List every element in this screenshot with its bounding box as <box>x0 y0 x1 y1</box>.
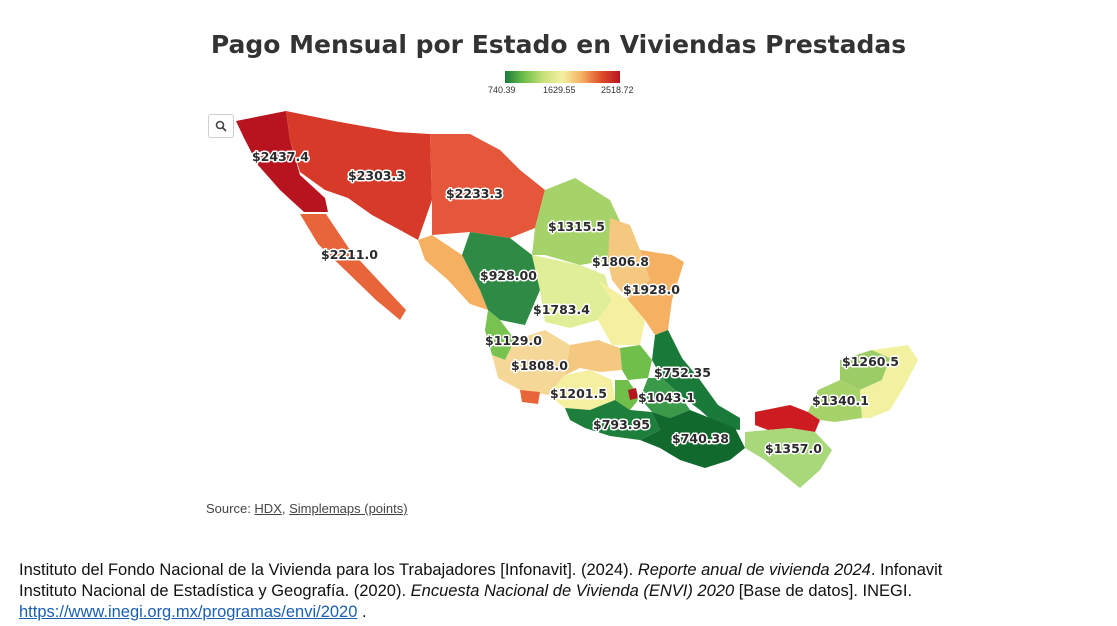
region-label-durango: $928.00 <box>480 268 537 283</box>
region-label-nayarit: $1129.0 <box>485 333 542 348</box>
region-guerrero[interactable] <box>565 400 660 440</box>
region-coahuila[interactable] <box>532 178 625 265</box>
region-label-baja-california-sur: $2211.0 <box>321 247 378 262</box>
region-label-yucatan: $1260.5 <box>842 354 899 369</box>
region-baja-california[interactable] <box>236 111 328 212</box>
region-label-nuevo-leon: $1806.8 <box>592 254 649 269</box>
region-label-campeche: $1340.1 <box>812 393 869 408</box>
region-oaxaca[interactable] <box>640 410 745 468</box>
choropleth-map: $2437.4 $2303.3 $2233.3 $2211.0 $1315.5 … <box>236 111 918 488</box>
region-label-chiapas: $1357.0 <box>765 441 822 456</box>
legend-max-label: 2518.72 <box>601 85 634 95</box>
citation-1-text: Instituto del Fondo Nacional de la Vivie… <box>19 561 638 579</box>
region-label-veracruz: $752.35 <box>654 365 711 380</box>
citation-1-publisher: . Infonavit <box>870 561 943 579</box>
citation-url-suffix: . <box>357 603 367 621</box>
region-label-jalisco: $1808.0 <box>511 358 568 373</box>
source-link-hdx[interactable]: HDX <box>254 501 282 516</box>
region-label-coahuila: $1315.5 <box>548 219 605 234</box>
region-michoacan[interactable] <box>548 370 615 410</box>
legend-mid-label: 1629.55 <box>543 85 576 95</box>
source-note: Source: HDX, Simplemaps (points) <box>206 501 408 516</box>
legend-color-bar <box>505 71 620 83</box>
region-baja-california-sur[interactable] <box>300 214 406 320</box>
citation-2-text: Instituto Nacional de Estadística y Geog… <box>19 582 411 600</box>
citation-1-title: Reporte anual de vivienda 2024 <box>637 561 871 579</box>
region-quintana-roo[interactable] <box>860 345 918 418</box>
region-jalisco[interactable] <box>492 330 570 395</box>
region-nayarit[interactable] <box>485 310 515 360</box>
citation-url-link[interactable]: https://www.inegi.org.mx/programas/envi/… <box>19 603 358 621</box>
region-label-oaxaca: $740.38 <box>672 431 729 446</box>
region-veracruz[interactable] <box>652 330 740 430</box>
region-hidalgo[interactable] <box>620 345 652 380</box>
citation-line-3: https://www.inegi.org.mx/programas/envi/… <box>19 602 1099 623</box>
citation-line-2: Instituto Nacional de Estadística y Geog… <box>19 581 1099 602</box>
region-cdmx[interactable] <box>628 388 638 400</box>
citation-2-title: Encuesta Nacional de Vivienda (ENVI) 202… <box>410 582 735 600</box>
chart-title: Pago Mensual por Estado en Viviendas Pre… <box>210 30 907 59</box>
source-prefix: Source: <box>206 501 255 516</box>
region-durango[interactable] <box>462 232 540 325</box>
color-legend: 740.39 1629.55 2518.72 <box>488 71 634 95</box>
region-campeche[interactable] <box>808 380 862 422</box>
source-link-simplemaps[interactable]: Simplemaps (points) <box>289 501 408 516</box>
region-label-tamaulipas: $1928.0 <box>623 282 680 297</box>
region-label-baja-california: $2437.4 <box>252 149 309 164</box>
region-colima[interactable] <box>520 390 540 404</box>
region-guanajuato[interactable] <box>565 340 622 375</box>
region-label-sonora: $2303.3 <box>348 168 405 183</box>
region-label-michoacan: $1201.5 <box>550 386 607 401</box>
region-label-zacatecas: $1783.4 <box>533 302 590 317</box>
citation-2-publisher: [Base de datos]. INEGI. <box>734 582 913 600</box>
region-tamaulipas[interactable] <box>628 250 684 335</box>
region-sinaloa[interactable] <box>418 235 488 310</box>
citation-line-1: Instituto del Fondo Nacional de la Vivie… <box>19 560 1099 581</box>
source-separator: , <box>281 501 290 516</box>
search-icon <box>215 120 227 132</box>
region-chiapas[interactable] <box>745 428 832 488</box>
region-nuevo-leon[interactable] <box>608 218 650 300</box>
legend-min-label: 740.39 <box>488 85 516 95</box>
region-zacatecas[interactable] <box>532 255 612 328</box>
zoom-button[interactable] <box>208 114 234 138</box>
citation-block: Instituto del Fondo Nacional de la Vivie… <box>19 560 1099 623</box>
region-label-guerrero: $793.95 <box>593 417 650 432</box>
region-label-puebla: $1043.1 <box>638 390 695 405</box>
region-puebla[interactable] <box>640 378 690 418</box>
region-estado-de-mexico[interactable] <box>615 380 640 410</box>
region-chihuahua[interactable] <box>430 134 545 238</box>
region-tabasco[interactable] <box>755 405 820 432</box>
region-yucatan[interactable] <box>840 350 890 390</box>
region-label-chihuahua: $2233.3 <box>446 186 503 201</box>
region-san-luis-potosi[interactable] <box>598 280 645 345</box>
region-sonora[interactable] <box>286 111 432 240</box>
